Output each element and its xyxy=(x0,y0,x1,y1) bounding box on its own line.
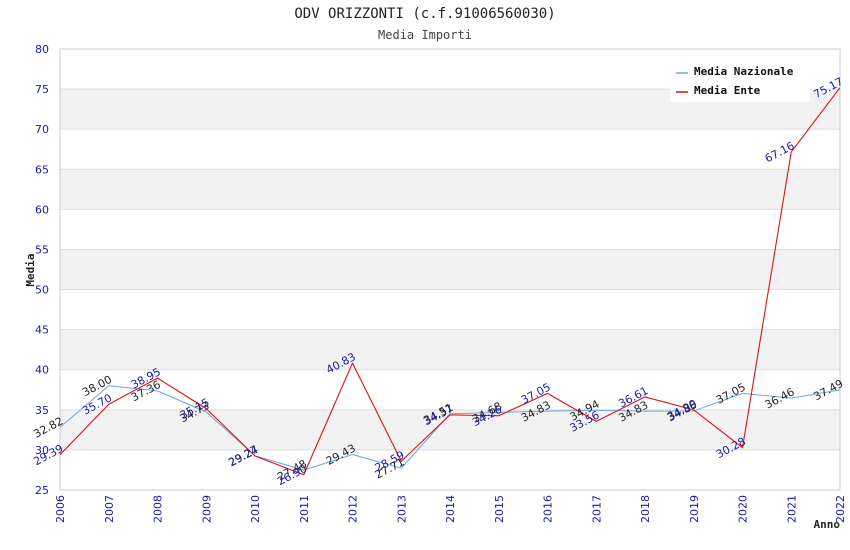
y-tick-label: 55 xyxy=(35,243,49,256)
x-tick-label: 2011 xyxy=(298,495,311,523)
x-tick-label: 2009 xyxy=(200,495,213,523)
plot-band xyxy=(60,409,840,450)
x-tick-label: 2017 xyxy=(590,495,603,523)
plot-band xyxy=(60,449,840,490)
y-axis-ticks: 25 30 35 40 45 50 55 60 65 70 75 80 xyxy=(35,43,49,497)
series-line-media-ente xyxy=(59,87,841,476)
plot-frame xyxy=(59,48,841,491)
plot-band xyxy=(60,129,840,170)
y-tick-label: 60 xyxy=(35,203,49,216)
x-tick-label: 2022 xyxy=(834,495,847,523)
plot-band xyxy=(60,289,840,330)
x-axis-title: Anno xyxy=(814,518,841,531)
y-tick-label: 25 xyxy=(35,484,49,497)
x-tick-label: 2006 xyxy=(54,495,67,523)
plot-band xyxy=(60,169,840,210)
x-tick-label: 2014 xyxy=(444,495,457,523)
y-tick-label: 35 xyxy=(35,404,49,417)
y-tick-label: 40 xyxy=(35,364,49,377)
plot-band xyxy=(60,209,840,250)
y-axis-title: Media xyxy=(24,253,37,286)
x-tick-label: 2012 xyxy=(347,495,360,523)
x-tick-label: 2010 xyxy=(249,495,262,523)
x-tick-label: 2007 xyxy=(103,495,116,523)
plot-background xyxy=(60,49,840,490)
plot-band xyxy=(60,369,840,410)
legend-label-media-ente: Media Ente xyxy=(694,84,761,97)
x-tick-label: 2015 xyxy=(493,495,506,523)
x-tick-label: 2018 xyxy=(639,495,652,523)
series-line-media-nazionale xyxy=(59,385,841,471)
x-axis-ticks: 2006 2007 2008 2009 2010 2011 2012 2013 2014 2015… xyxy=(54,495,847,523)
plot-band xyxy=(60,329,840,370)
legend-box xyxy=(670,58,810,102)
x-tick-label: 2013 xyxy=(395,495,408,523)
series-lines xyxy=(59,87,841,476)
x-tick-label: 2016 xyxy=(542,495,555,523)
x-tick-label: 2021 xyxy=(785,495,798,523)
chart-title: ODV ORIZZONTI (c.f.91006560030) xyxy=(294,6,555,22)
plot-band xyxy=(60,249,840,290)
x-tick-label: 2008 xyxy=(152,495,165,523)
legend: Media Nazionale Media Ente xyxy=(670,58,810,102)
y-tick-label: 70 xyxy=(35,123,49,136)
x-tick-label: 2020 xyxy=(737,495,750,523)
y-tick-label: 75 xyxy=(35,83,49,96)
y-tick-label: 50 xyxy=(35,284,49,297)
y-tick-label: 45 xyxy=(35,324,49,337)
legend-label-media-nazionale: Media Nazionale xyxy=(694,65,794,78)
y-tick-label: 30 xyxy=(35,444,49,457)
y-tick-label: 80 xyxy=(35,43,49,56)
x-tick-label: 2019 xyxy=(688,495,701,523)
y-tick-label: 65 xyxy=(35,163,49,176)
chart-subtitle: Media Importi xyxy=(378,28,472,42)
